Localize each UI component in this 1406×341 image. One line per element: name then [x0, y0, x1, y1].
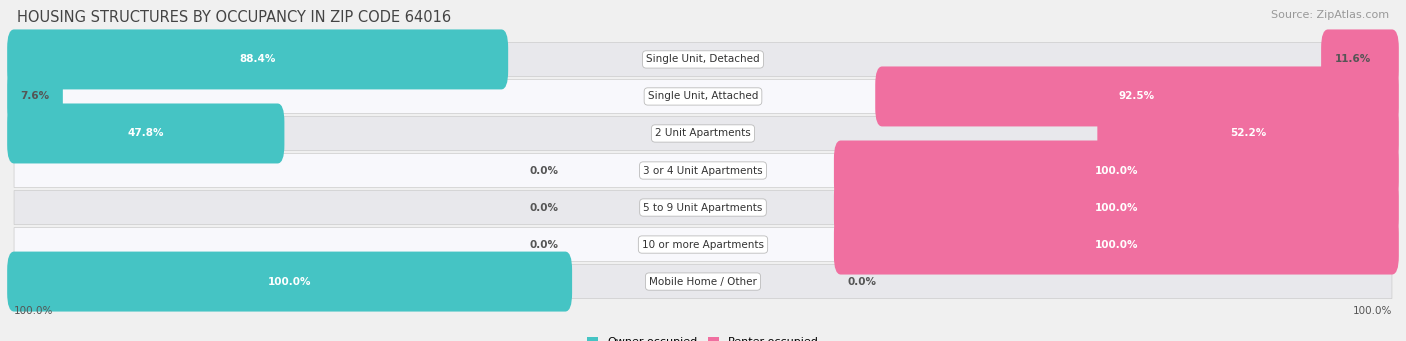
Text: 100.0%: 100.0% [1353, 306, 1392, 316]
FancyBboxPatch shape [14, 116, 1392, 150]
Text: 100.0%: 100.0% [1095, 165, 1137, 176]
Text: Source: ZipAtlas.com: Source: ZipAtlas.com [1271, 10, 1389, 20]
FancyBboxPatch shape [1097, 103, 1399, 163]
Text: 0.0%: 0.0% [848, 277, 877, 286]
Text: 0.0%: 0.0% [529, 203, 558, 212]
FancyBboxPatch shape [7, 103, 284, 163]
Text: 52.2%: 52.2% [1230, 129, 1267, 138]
Text: Single Unit, Attached: Single Unit, Attached [648, 91, 758, 102]
FancyBboxPatch shape [14, 153, 1392, 188]
FancyBboxPatch shape [14, 79, 1392, 114]
FancyBboxPatch shape [7, 252, 572, 312]
FancyBboxPatch shape [1322, 29, 1399, 89]
FancyBboxPatch shape [14, 227, 1392, 262]
Text: 100.0%: 100.0% [269, 277, 311, 286]
Text: 2 Unit Apartments: 2 Unit Apartments [655, 129, 751, 138]
FancyBboxPatch shape [834, 214, 1399, 275]
Text: 3 or 4 Unit Apartments: 3 or 4 Unit Apartments [643, 165, 763, 176]
FancyBboxPatch shape [876, 66, 1399, 127]
Text: 100.0%: 100.0% [14, 306, 53, 316]
Text: 10 or more Apartments: 10 or more Apartments [643, 239, 763, 250]
Text: 11.6%: 11.6% [1334, 55, 1371, 64]
Text: 7.6%: 7.6% [20, 91, 49, 102]
Text: 88.4%: 88.4% [239, 55, 276, 64]
Text: 47.8%: 47.8% [128, 129, 165, 138]
Text: 92.5%: 92.5% [1119, 91, 1156, 102]
Text: Single Unit, Detached: Single Unit, Detached [647, 55, 759, 64]
Text: 0.0%: 0.0% [529, 239, 558, 250]
FancyBboxPatch shape [7, 29, 508, 89]
Text: 5 to 9 Unit Apartments: 5 to 9 Unit Apartments [644, 203, 762, 212]
FancyBboxPatch shape [14, 42, 1392, 76]
Text: Mobile Home / Other: Mobile Home / Other [650, 277, 756, 286]
FancyBboxPatch shape [7, 66, 63, 127]
Text: HOUSING STRUCTURES BY OCCUPANCY IN ZIP CODE 64016: HOUSING STRUCTURES BY OCCUPANCY IN ZIP C… [17, 10, 451, 25]
Text: 100.0%: 100.0% [1095, 203, 1137, 212]
Text: 0.0%: 0.0% [529, 165, 558, 176]
FancyBboxPatch shape [14, 265, 1392, 299]
Legend: Owner-occupied, Renter-occupied: Owner-occupied, Renter-occupied [582, 332, 824, 341]
FancyBboxPatch shape [834, 140, 1399, 201]
Text: 100.0%: 100.0% [1095, 239, 1137, 250]
FancyBboxPatch shape [834, 178, 1399, 238]
FancyBboxPatch shape [14, 191, 1392, 225]
